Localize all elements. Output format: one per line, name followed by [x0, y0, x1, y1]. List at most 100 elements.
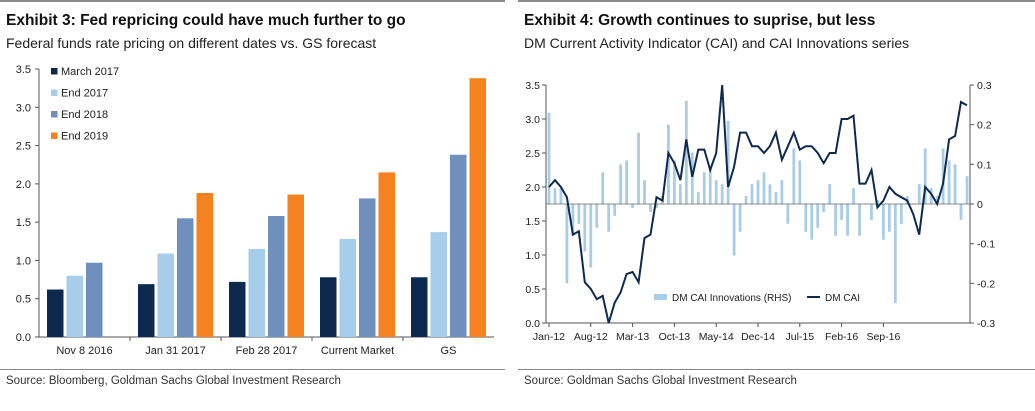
x-tick-label: Current Market: [321, 345, 394, 357]
innovation-bar: [613, 204, 617, 216]
y-right-tick-label: -0.3: [977, 318, 995, 330]
bar: [378, 172, 395, 337]
innovation-bar: [655, 204, 658, 208]
innovation-bar: [601, 172, 605, 204]
bottom-rule: [0, 369, 505, 370]
bar: [177, 218, 194, 337]
y-left-tick-label: 0.0: [525, 318, 540, 330]
y-left-tick-label: 3.5: [525, 80, 540, 92]
chart-title: Exhibit 4: Growth continues to suprise, …: [524, 12, 876, 29]
y-left-tick-label: 3.0: [525, 114, 540, 126]
innovation-bar: [732, 204, 736, 256]
innovation-bar: [870, 204, 873, 220]
innovation-bar: [929, 188, 933, 204]
chart-subtitle: DM Current Activity Indicator (CAI) and …: [524, 35, 910, 51]
y-tick-label: 1.5: [16, 217, 31, 229]
bar: [86, 262, 103, 337]
innovation-bar: [738, 204, 742, 232]
innovation-bar: [702, 172, 706, 204]
bar: [157, 253, 174, 337]
x-tick-label: Mar-13: [616, 331, 649, 343]
bar-chart: 0.0 0.5 1.0 1.5 2.0 2.5 3.0 3.5 Nov 8 2016 Jan 31…: [16, 64, 494, 357]
bar: [248, 248, 265, 337]
y-left-tick-label: 1.5: [525, 216, 540, 228]
innovation-bar: [667, 124, 670, 204]
combo-chart: 0.0 0.5 1.0 1.5 2.0 2.5 3.0 3.5 -0.3 -0.2 -0.1 0 0.1…: [525, 80, 995, 343]
top-rule: [518, 0, 1035, 2]
y-right-tick-label: 0: [977, 199, 983, 211]
innovation-bar: [649, 204, 652, 212]
innovation-bar: [643, 180, 646, 204]
innovation-bar: [852, 188, 855, 204]
innovation-bar: [840, 204, 844, 220]
bar: [339, 238, 356, 337]
x-tick-label: Oct-13: [659, 331, 691, 343]
innovation-bar: [780, 180, 784, 204]
innovation-bar: [607, 204, 611, 232]
y-left-tick-label: 2.5: [525, 148, 540, 160]
innovation-bar: [917, 184, 921, 204]
innovation-bar: [678, 184, 682, 204]
innovation-bar: [798, 160, 802, 204]
innovation-bar: [810, 204, 814, 240]
y-tick-label: 2.0: [16, 179, 31, 191]
innovation-bar: [726, 120, 730, 204]
y-right-tick-label: 0.3: [977, 80, 992, 92]
x-tick-label: Sep-16: [866, 331, 900, 343]
bar: [430, 232, 447, 337]
y-tick-label: 2.5: [16, 141, 31, 153]
innovation-bar: [589, 204, 593, 268]
innovation-bar: [559, 188, 563, 204]
y-tick-label: 3.5: [16, 64, 31, 76]
source-note: Source: Bloomberg, Goldman Sachs Global …: [6, 375, 341, 387]
y-tick-label: 1.0: [16, 255, 31, 267]
innovation-bar: [547, 112, 551, 204]
innovation-bar: [744, 196, 748, 204]
bar: [320, 277, 337, 337]
innovation-bar: [690, 152, 694, 204]
innovation-bar: [762, 172, 766, 204]
y-tick-label: 3.0: [16, 102, 31, 114]
x-tick-label: Jan-12: [533, 331, 565, 343]
innovation-bar: [672, 160, 676, 204]
bottom-rule: [518, 369, 1035, 370]
innovation-bar: [834, 204, 838, 236]
legend-label: March 2017: [61, 66, 119, 78]
source-note: Source: Goldman Sachs Global Investment …: [524, 375, 797, 387]
legend-swatch: [51, 89, 58, 96]
bar: [287, 194, 304, 337]
bar: [469, 78, 486, 337]
legend-label: DM CAI Innovations (RHS): [672, 293, 791, 304]
bar: [359, 198, 376, 337]
innovation-bar: [846, 204, 849, 236]
innovation-bar: [786, 204, 790, 224]
legend-label: End 2019: [61, 131, 108, 143]
top-rule: [0, 0, 505, 2]
x-tick-label: GS: [441, 345, 457, 357]
innovation-bar: [619, 164, 623, 204]
innovation-bar: [959, 204, 963, 220]
x-tick-label: May-14: [699, 331, 734, 343]
innovation-bar: [637, 132, 640, 204]
innovation-bar: [935, 196, 939, 204]
legend-label: End 2018: [61, 109, 108, 121]
exhibit-3-panel: Exhibit 3: Fed repricing could have much…: [0, 0, 505, 411]
innovation-bar: [696, 192, 700, 204]
innovation-bar: [553, 188, 557, 204]
innovation-bar: [768, 184, 772, 204]
innovation-bar: [625, 160, 629, 204]
innovation-bar: [953, 164, 957, 204]
x-tick-label: Feb 28 2017: [236, 345, 298, 357]
x-tick-label: Dec-14: [741, 331, 775, 343]
innovation-bar: [792, 148, 796, 204]
chart-subtitle: Federal funds rate pricing on different …: [6, 35, 377, 51]
innovation-bar: [595, 204, 599, 228]
innovation-bar: [571, 204, 575, 236]
innovation-bar: [714, 180, 718, 204]
innovation-bar: [565, 204, 569, 284]
innovation-bar: [947, 160, 951, 204]
x-tick-label: Aug-12: [574, 331, 608, 343]
bar: [450, 154, 467, 337]
innovation-bar: [577, 204, 581, 224]
innovation-bar: [774, 192, 778, 204]
